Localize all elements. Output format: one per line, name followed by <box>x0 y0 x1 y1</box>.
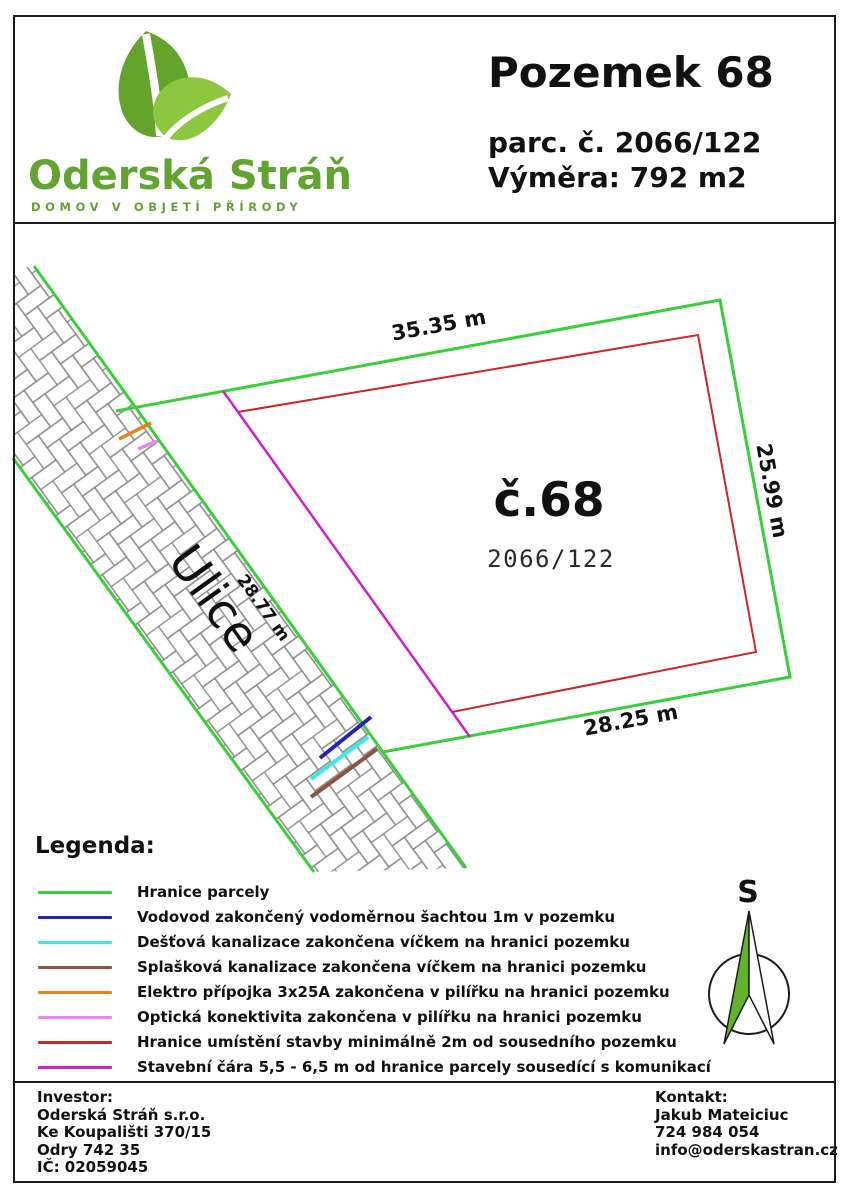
contact-label: Kontakt: <box>655 1088 728 1106</box>
legend-item: Dešťová kanalizace zakončena víčkem na h… <box>38 933 638 951</box>
investor-line: Oderská Stráň s.r.o. <box>37 1105 206 1124</box>
investor-label: Investor: <box>37 1088 114 1106</box>
investor-line: IČ: 02059045 <box>37 1158 149 1176</box>
investor-line: Ke Koupališti 370/15 <box>37 1123 212 1141</box>
legend-color-line <box>38 1065 112 1069</box>
parcel-boundary-line <box>115 298 792 754</box>
street-paving-hatch <box>13 266 466 872</box>
header-divider <box>13 222 836 224</box>
legend-item-label: Splašková kanalizace zakončena víčkem na… <box>137 958 647 976</box>
legend-title: Legenda: <box>35 833 155 859</box>
brand-name: Oderská Stráň <box>28 153 352 199</box>
compass-rose: S <box>708 875 790 1045</box>
legend-item-label: Hranice parcely <box>137 883 270 901</box>
plot-number-label: č.68 <box>493 473 604 528</box>
investor-lines: Oderská Stráň s.r.o. Ke Koupališti 370/15… <box>37 1105 212 1177</box>
legend-item: Hranice parcely <box>38 883 638 901</box>
optic-connection-line <box>137 439 158 451</box>
leaf-light-stem <box>163 95 229 140</box>
contact-line: Jakub Mateiciuc <box>655 1105 789 1124</box>
legend-item-label: Dešťová kanalizace zakončena víčkem na h… <box>137 933 630 951</box>
legend-item: Stavební čára 5,5 - 6,5 m od hranice par… <box>38 1058 711 1076</box>
electric-connection-line <box>118 421 152 441</box>
contact-line: info@oderskastran.cz <box>655 1140 838 1159</box>
compass-letter: S <box>737 875 759 910</box>
legend-color-line <box>38 890 112 894</box>
rain-drain-connection-line <box>309 735 370 781</box>
investor-line: Odry 742 35 <box>37 1140 141 1159</box>
footer-contact-block: Kontakt: Jakub Mateiciuc 724 984 054 info@… <box>655 1088 838 1160</box>
brand-tagline: DOMOV V OBJETÍ PŘÍRODY <box>31 200 303 214</box>
legend-color-line <box>38 915 112 919</box>
leaf-light <box>153 77 231 141</box>
legend-item: Vodovod zakončený vodoměrnou šachtou 1m … <box>38 908 638 926</box>
legend-color-line <box>38 965 112 969</box>
contact-line: 724 984 054 <box>655 1123 760 1141</box>
page-border <box>13 15 836 1183</box>
legend-color-line <box>38 940 112 944</box>
compass-arrow-right-half <box>748 910 775 1045</box>
building-construction-line <box>221 390 472 738</box>
area-line: Výměra: 792 m2 <box>488 161 747 194</box>
legend-item-label: Optická konektivita zakončena v pilířku … <box>137 1008 642 1026</box>
legend-item: Elektro přípojka 3x25A zakončena v pilíř… <box>38 983 670 1001</box>
legend-item: Hranice umístění stavby minimálně 2m od … <box>38 1033 677 1051</box>
legend-item: Optická konektivita zakončena v pilířku … <box>38 1008 642 1026</box>
legend-list: Hranice parcely Vodovod zakončený vodomě… <box>38 883 711 1084</box>
parcel-number-line: parc. č. 2066/122 <box>488 126 762 159</box>
legend-item-label: Elektro přípojka 3x25A zakončena v pilíř… <box>137 983 670 1001</box>
legend-item-label: Hranice umístění stavby minimálně 2m od … <box>137 1033 677 1051</box>
legend-item: Splašková kanalizace zakončena víčkem na… <box>38 958 647 976</box>
legend-color-line <box>38 990 112 994</box>
brand-leaf-logo-icon <box>118 31 231 141</box>
legend-color-line <box>38 1040 112 1044</box>
page-title: Pozemek 68 <box>488 48 774 97</box>
street-left-boundary-line <box>11 457 316 873</box>
street-right-boundary-line <box>32 265 468 869</box>
footer-divider <box>13 1081 836 1083</box>
sewage-connection-line <box>309 747 379 799</box>
plot-parcel-label: 2066/122 <box>487 545 615 573</box>
title-block: Pozemek 68 parc. č. 2066/122 Výměra: 792… <box>488 50 774 195</box>
legend-item-label: Vodovod zakončený vodoměrnou šachtou 1m … <box>137 908 616 926</box>
legend-item-label: Stavební čára 5,5 - 6,5 m od hranice par… <box>137 1058 711 1076</box>
legend-color-line <box>38 1015 112 1019</box>
water-connection-line <box>318 715 373 760</box>
contact-lines: Jakub Mateiciuc 724 984 054 info@oderskast… <box>655 1105 838 1160</box>
footer-investor-block: Investor: Oderská Stráň s.r.o. Ke Koupali… <box>37 1088 212 1177</box>
